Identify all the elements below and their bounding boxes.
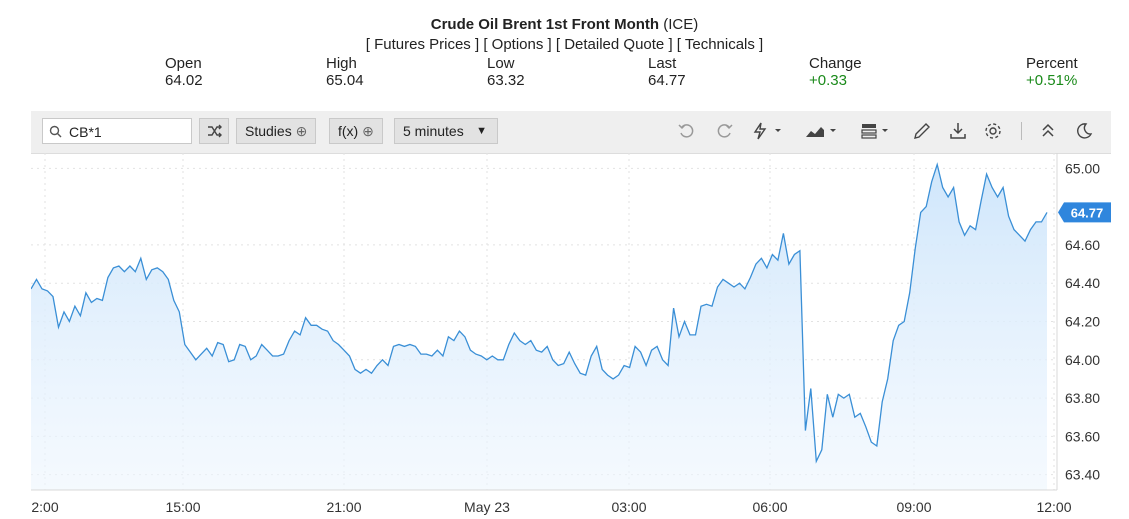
exchange-label: (ICE) (663, 16, 699, 33)
x-tick-label: 12:00 (1036, 499, 1071, 515)
stat-open-value: 64.02 (165, 72, 203, 89)
stat-low: Low 63.32 (487, 55, 525, 89)
fx-add-icon: ⊕ (362, 123, 374, 139)
stat-high-value: 65.04 (326, 72, 364, 89)
y-axis: 65.00 64.60 64.40 64.20 64.00 63.80 63.60 63.40 (1065, 160, 1100, 482)
y-tick-label: 64.00 (1065, 352, 1100, 368)
last-price-badge: 64.77 (1058, 202, 1111, 223)
y-tick-label: 63.80 (1065, 390, 1100, 406)
stat-change-value: +0.33 (809, 72, 847, 89)
moon-icon[interactable] (1073, 120, 1095, 142)
x-tick-label: May 23 (464, 499, 510, 515)
interval-label: 5 minutes (403, 123, 464, 139)
stat-last: Last 64.77 (648, 55, 686, 89)
chart-toolbar: CB*1 Studies ⊕ f(x) ⊕ 5 minutes ▼ (31, 111, 1111, 154)
stat-low-value: 63.32 (487, 72, 525, 89)
stat-percent: Percent +0.51% (1026, 55, 1078, 89)
chart-title: Crude Oil Brent 1st Front Month (ICE) (0, 16, 1129, 33)
y-tick-label: 64.40 (1065, 275, 1100, 291)
y-tick-label: 63.60 (1065, 428, 1100, 444)
x-tick-label: 09:00 (896, 499, 931, 515)
studies-button[interactable]: Studies ⊕ (236, 118, 317, 144)
instrument-name: Crude Oil Brent 1st Front Month (430, 16, 660, 33)
x-axis: 2:00 15:00 21:00 May 23 03:00 06:00 09:00 12:00 (31, 499, 1071, 515)
pencil-icon[interactable] (911, 120, 933, 142)
search-icon (49, 125, 62, 138)
compare-button[interactable] (199, 118, 229, 144)
stat-change: Change +0.33 (809, 55, 862, 89)
price-line (31, 162, 1048, 464)
x-tick-label: 21:00 (326, 499, 361, 515)
download-icon[interactable] (947, 120, 969, 142)
area-chart-icon[interactable] (803, 120, 841, 142)
x-tick-label: 06:00 (752, 499, 787, 515)
undo-icon[interactable] (676, 120, 698, 142)
stat-open-label: Open (165, 55, 202, 72)
gear-icon[interactable] (982, 120, 1004, 142)
price-chart[interactable]: 65.00 64.60 64.40 64.20 64.00 63.80 63.60 63.40… (31, 153, 1121, 519)
studies-label: Studies (245, 123, 292, 139)
collapse-icon[interactable] (1037, 120, 1059, 142)
y-tick-label: 63.40 (1065, 467, 1100, 483)
chevron-down-icon: ▼ (476, 125, 487, 137)
y-tick-label: 64.20 (1065, 314, 1100, 330)
lightning-icon[interactable] (749, 120, 785, 142)
shuffle-icon (208, 124, 222, 138)
x-tick-label: 03:00 (611, 499, 646, 515)
stat-high: High 65.04 (326, 55, 364, 89)
last-price-label: 64.77 (1071, 205, 1104, 220)
price-area (31, 164, 1047, 490)
symbol-search-input[interactable]: CB*1 (42, 118, 192, 144)
stat-open: Open 64.02 (165, 55, 203, 89)
layout-icon[interactable] (859, 120, 897, 142)
symbol-search-value: CB*1 (69, 124, 102, 140)
y-tick-label: 65.00 (1065, 160, 1100, 176)
stat-change-label: Change (809, 55, 862, 72)
quote-links: [ Futures Prices ] [ Options ] [ Detaile… (0, 36, 1129, 53)
options-link[interactable]: [ Options ] (483, 36, 552, 53)
x-tick-label: 15:00 (165, 499, 200, 515)
futures-prices-link[interactable]: [ Futures Prices ] (365, 36, 480, 53)
stat-last-value: 64.77 (648, 72, 686, 89)
studies-add-icon: ⊕ (295, 123, 308, 139)
toolbar-divider (1021, 122, 1022, 140)
detailed-quote-link[interactable]: [ Detailed Quote ] (555, 36, 673, 53)
technicals-link[interactable]: [ Technicals ] (676, 36, 764, 53)
y-tick-label: 64.60 (1065, 237, 1100, 253)
x-tick-label: 2:00 (31, 499, 58, 515)
last-price-badge-bg (1058, 202, 1111, 223)
fx-button[interactable]: f(x) ⊕ (329, 118, 383, 144)
redo-icon[interactable] (713, 120, 735, 142)
stat-low-label: Low (487, 55, 515, 72)
interval-select[interactable]: 5 minutes ▼ (394, 118, 498, 144)
stat-high-label: High (326, 55, 357, 72)
fx-label: f(x) (338, 123, 359, 139)
stat-percent-value: +0.51% (1026, 72, 1078, 89)
stat-percent-label: Percent (1026, 55, 1078, 72)
stat-last-label: Last (648, 55, 677, 72)
